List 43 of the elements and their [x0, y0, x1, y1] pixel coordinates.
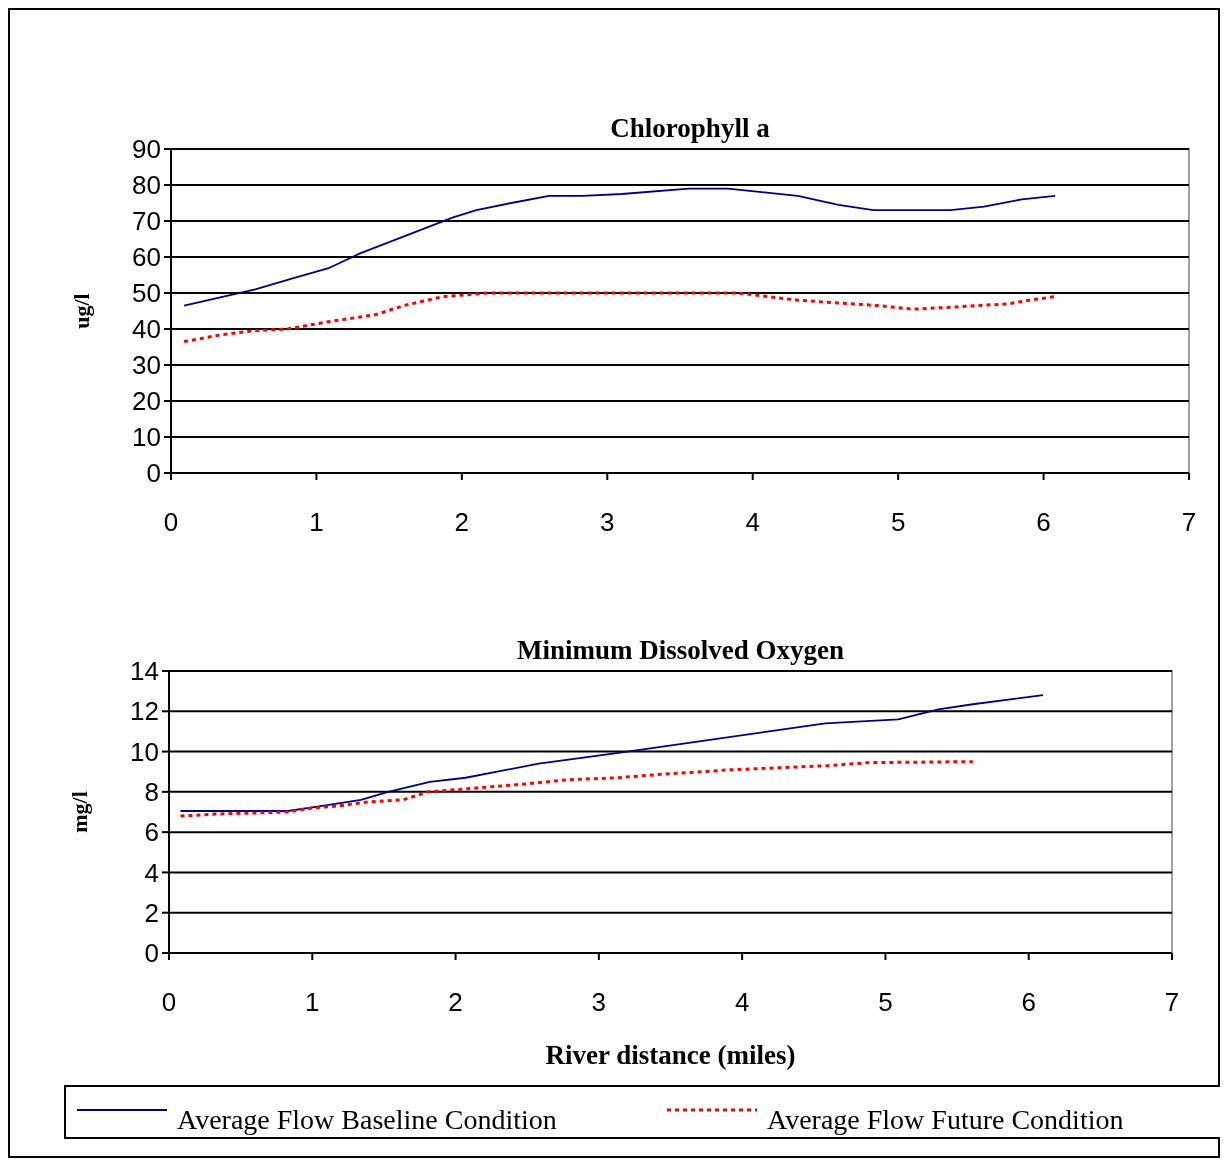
y-tick-label: 10: [132, 422, 161, 453]
x-tick-label: 7: [1181, 507, 1197, 537]
legend-label: Average Flow Future Condition: [767, 1104, 1124, 1135]
x-tick-label: 6: [1036, 507, 1051, 537]
legend-label: Average Flow Baseline Condition: [177, 1104, 557, 1135]
x-tick-label: 4: [745, 507, 760, 537]
y-axis-title: ug/l: [69, 293, 94, 329]
y-tick-label: 90: [132, 134, 161, 165]
x-axis-title: River distance (miles): [545, 1040, 796, 1070]
y-tick-label: 50: [132, 278, 161, 309]
y-tick-label: 80: [132, 170, 161, 201]
y-tick-label: 40: [132, 314, 161, 345]
y-tick-label: 0: [146, 458, 161, 489]
line-series: [178, 760, 975, 818]
chart-title: Minimum Dissolved Oxygen: [516, 635, 845, 665]
y-tick-label: 30: [132, 350, 161, 381]
x-tick-label: 5: [878, 987, 893, 1017]
y-tick-label: 4: [144, 857, 159, 888]
y-tick-label: 8: [144, 776, 159, 807]
x-tick-label: 2: [448, 987, 463, 1017]
x-tick-label: 3: [600, 507, 615, 537]
x-tick-label: 5: [890, 507, 906, 537]
x-tick-label: 6: [1021, 987, 1036, 1017]
x-tick-label: 1: [305, 987, 320, 1017]
y-tick-label: 20: [132, 386, 161, 417]
y-tick-label: 12: [130, 696, 159, 727]
x-tick-label: 3: [591, 987, 607, 1017]
x-tick-label: 7: [1164, 987, 1180, 1017]
y-tick-label: 6: [144, 817, 159, 848]
x-tick-label: 1: [309, 507, 324, 537]
line-series: [182, 291, 1057, 344]
chart-title: Chlorophyll a: [610, 113, 771, 143]
y-tick-label: 10: [130, 736, 159, 767]
line-series: [179, 694, 1044, 812]
x-tick-label: 2: [454, 507, 470, 537]
y-tick-label: 14: [130, 656, 159, 687]
line-series: [183, 187, 1057, 307]
x-tick-label: 4: [734, 987, 750, 1017]
y-tick-label: 60: [132, 242, 161, 273]
y-tick-label: 70: [132, 206, 161, 237]
y-axis-title: mg/l: [67, 791, 92, 833]
y-tick-label: 2: [144, 897, 159, 928]
y-tick-label: 0: [144, 938, 159, 969]
